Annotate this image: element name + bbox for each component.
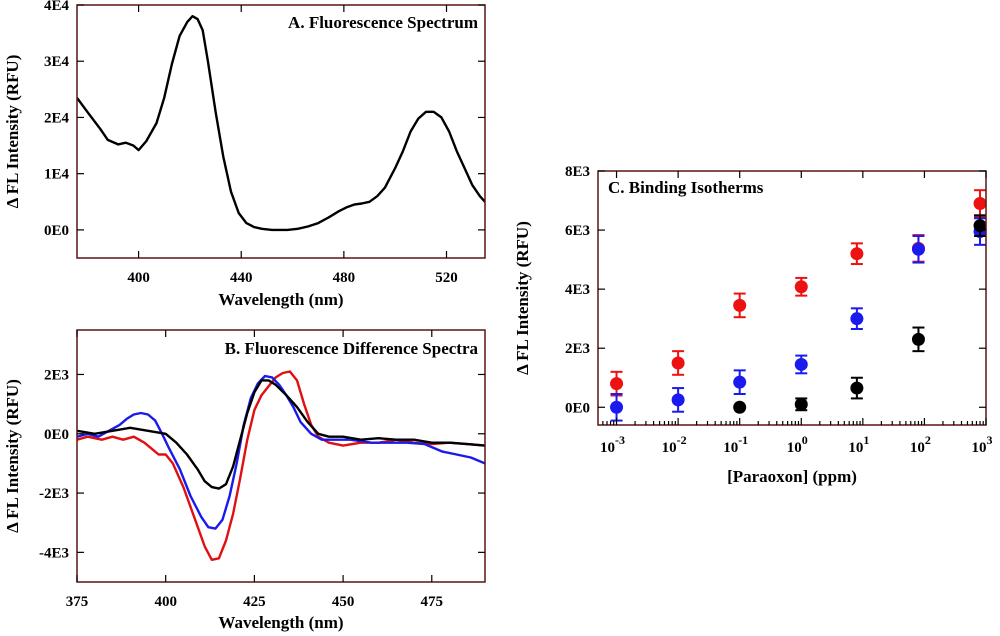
data-point <box>733 375 747 389</box>
x-tick-exponent: 0 <box>802 433 808 447</box>
x-tick-label: 400 <box>127 270 150 286</box>
x-tick-exponent: 2 <box>925 433 931 447</box>
series-line-1 <box>77 15 485 232</box>
panel-title: B. Fluorescence Difference Spectra <box>225 339 479 358</box>
plot-frame <box>76 329 486 583</box>
data-point <box>610 400 624 414</box>
x-tick-exponent: -3 <box>615 433 625 447</box>
data-point <box>850 312 864 326</box>
x-tick-label: 480 <box>333 270 356 286</box>
x-tick-label: 101 <box>848 433 869 456</box>
data-point <box>794 280 808 294</box>
data-point <box>610 377 624 391</box>
series-line-3 <box>77 379 485 490</box>
series-line-2 <box>77 374 485 530</box>
plot-frame <box>597 170 987 426</box>
y-axis-label: Δ FL Intensity (RFU) <box>513 221 532 375</box>
y-tick-label: 0E0 <box>565 400 590 416</box>
y-tick-label: 0E0 <box>44 223 69 239</box>
x-axis-label: Wavelength (nm) <box>218 613 343 632</box>
y-axis-label: Δ FL Intensity (RFU) <box>3 55 22 209</box>
data-point <box>671 356 685 370</box>
x-tick-label: 10-2 <box>662 433 687 456</box>
data-point <box>911 332 925 346</box>
y-tick-label: 4E4 <box>44 0 70 14</box>
x-tick-label: 102 <box>910 433 931 456</box>
data-point <box>850 381 864 395</box>
panel-a: 400 440 480 520 0E0 1E4 2E4 3E4 4E4 A. Fluorescen… <box>3 0 486 309</box>
x-tick-base: 10 <box>972 440 987 456</box>
y-tick-label: 6E3 <box>565 223 590 239</box>
data-point <box>671 393 685 407</box>
panel-b: 375 400 425 450 475 -4E3 -2E3 0E0 2E3 B. Fluoresc… <box>3 329 486 632</box>
plot-area <box>77 370 485 561</box>
y-tick-label: 2E3 <box>44 367 69 383</box>
plot-area <box>610 189 986 422</box>
x-tick-exponent: 3 <box>987 433 993 447</box>
x-axis-label: [Paraoxon] (ppm) <box>727 467 857 486</box>
x-tick-base: 10 <box>600 440 615 456</box>
x-tick-base: 10 <box>662 440 677 456</box>
x-tick-exponent: -1 <box>738 433 748 447</box>
panel-c: 10-3 10-2 10-1 100 101 102 1030E02E34E36E38E3C… <box>513 164 993 486</box>
x-tick-label: 475 <box>421 594 444 610</box>
y-tick-label: 3E4 <box>44 54 70 70</box>
y-tick-label: 0E0 <box>44 427 69 443</box>
x-tick-label: 103 <box>972 433 993 456</box>
data-point <box>973 219 986 233</box>
x-tick-label: 440 <box>230 270 253 286</box>
data-point <box>794 397 808 411</box>
series-line-1 <box>77 370 485 561</box>
x-tick-label: 425 <box>243 594 266 610</box>
data-point <box>850 247 864 261</box>
panel-title: A. Fluorescence Spectrum <box>288 13 478 32</box>
x-tick-exponent: 1 <box>863 433 869 447</box>
y-tick-label: 1E4 <box>44 167 70 183</box>
x-tick-label: 10-3 <box>600 433 625 456</box>
x-tick-label: 100 <box>787 433 808 456</box>
x-tick-base: 10 <box>787 440 802 456</box>
plot-area <box>77 15 485 232</box>
x-tick-label: 520 <box>435 270 458 286</box>
x-tick-base: 10 <box>848 440 863 456</box>
panel-title: C. Binding Isotherms <box>608 178 764 197</box>
y-tick-label: -2E3 <box>39 486 69 502</box>
plot-frame <box>76 4 486 259</box>
y-axis-label: Δ FL Intensity (RFU) <box>3 379 22 533</box>
x-tick-base: 10 <box>910 440 925 456</box>
x-tick-label: 375 <box>66 594 89 610</box>
x-tick-label: 10-1 <box>723 433 748 456</box>
data-point <box>973 196 986 210</box>
y-tick-label: 2E4 <box>44 110 70 126</box>
data-point <box>733 298 747 312</box>
x-axis-label: Wavelength (nm) <box>218 290 343 309</box>
data-point <box>733 400 747 414</box>
data-point <box>794 357 808 371</box>
x-tick-label: 450 <box>332 594 355 610</box>
x-tick-exponent: -2 <box>677 433 687 447</box>
y-tick-label: 8E3 <box>565 164 590 180</box>
y-tick-label: 4E3 <box>565 282 590 298</box>
x-tick-label: 400 <box>154 594 177 610</box>
y-tick-label: -4E3 <box>39 545 69 561</box>
y-tick-label: 2E3 <box>565 341 590 357</box>
data-point <box>911 242 925 256</box>
x-tick-base: 10 <box>723 440 738 456</box>
